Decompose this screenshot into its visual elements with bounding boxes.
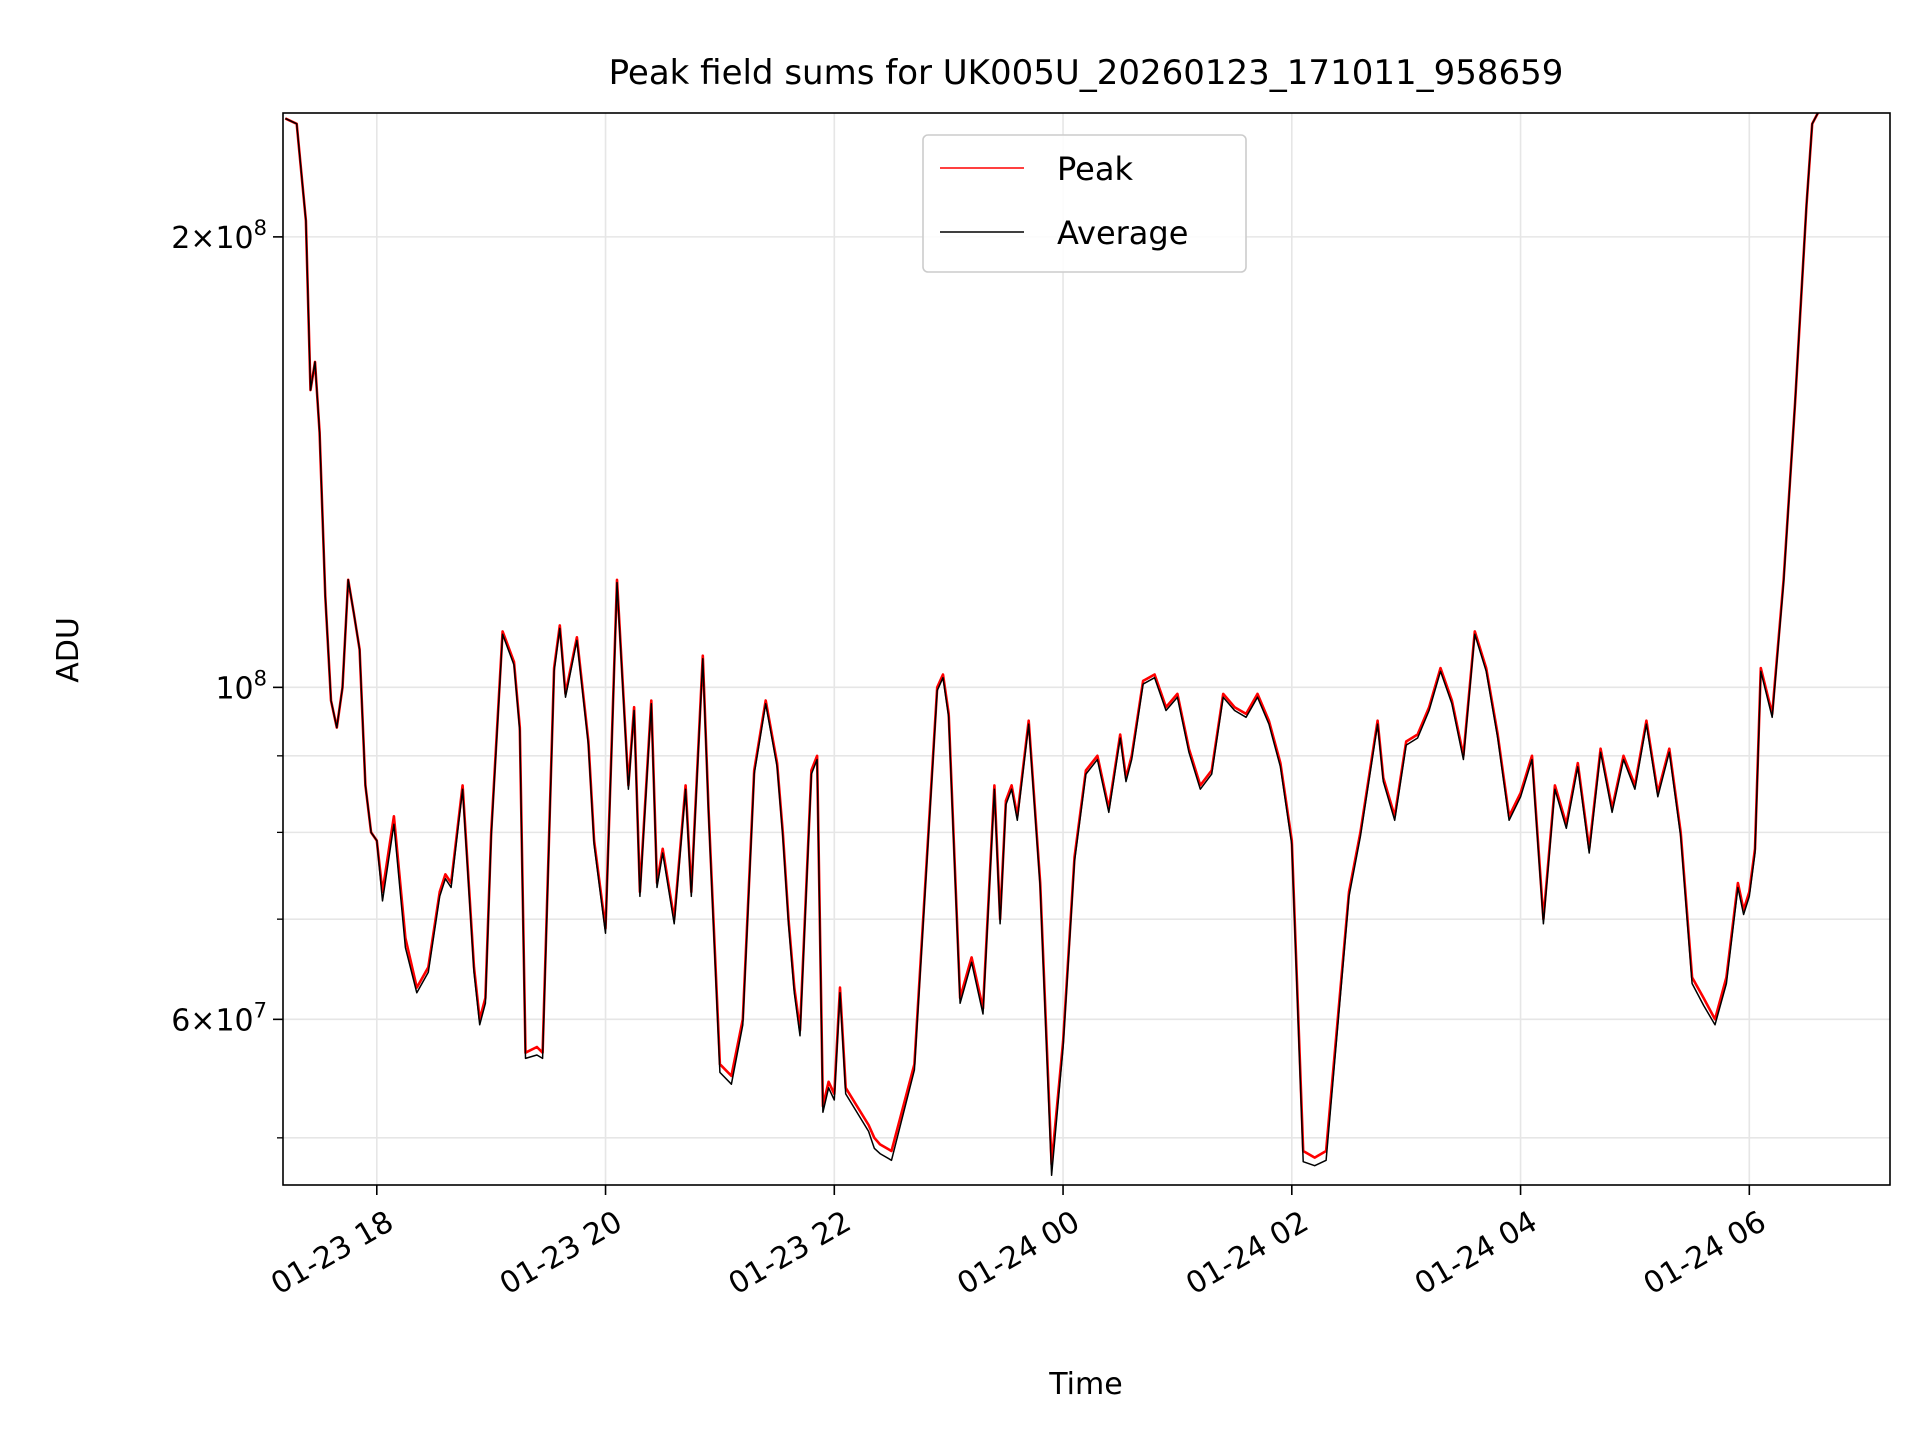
x-axis-label: Time: [1048, 1367, 1122, 1402]
y-tick-label: 108: [215, 666, 267, 706]
legend-average-label: Average: [1057, 214, 1188, 252]
y-tick-label: 6×107: [171, 998, 267, 1038]
legend-peak-label: Peak: [1057, 150, 1133, 188]
y-axis-ticks: 6×107 108 2×108: [171, 216, 283, 1139]
series-layer: [284, 112, 1820, 1177]
y-tick-label: 2×108: [171, 216, 267, 256]
series-line-average: [284, 112, 1819, 1177]
legend-box: [922, 134, 1247, 273]
y-axis-label: ADU: [51, 617, 86, 683]
plot-frame: [282, 112, 1891, 1186]
chart-title: Peak field sums for UK005U_20260123_1710…: [609, 53, 1564, 93]
legend: Peak Average: [922, 134, 1247, 273]
